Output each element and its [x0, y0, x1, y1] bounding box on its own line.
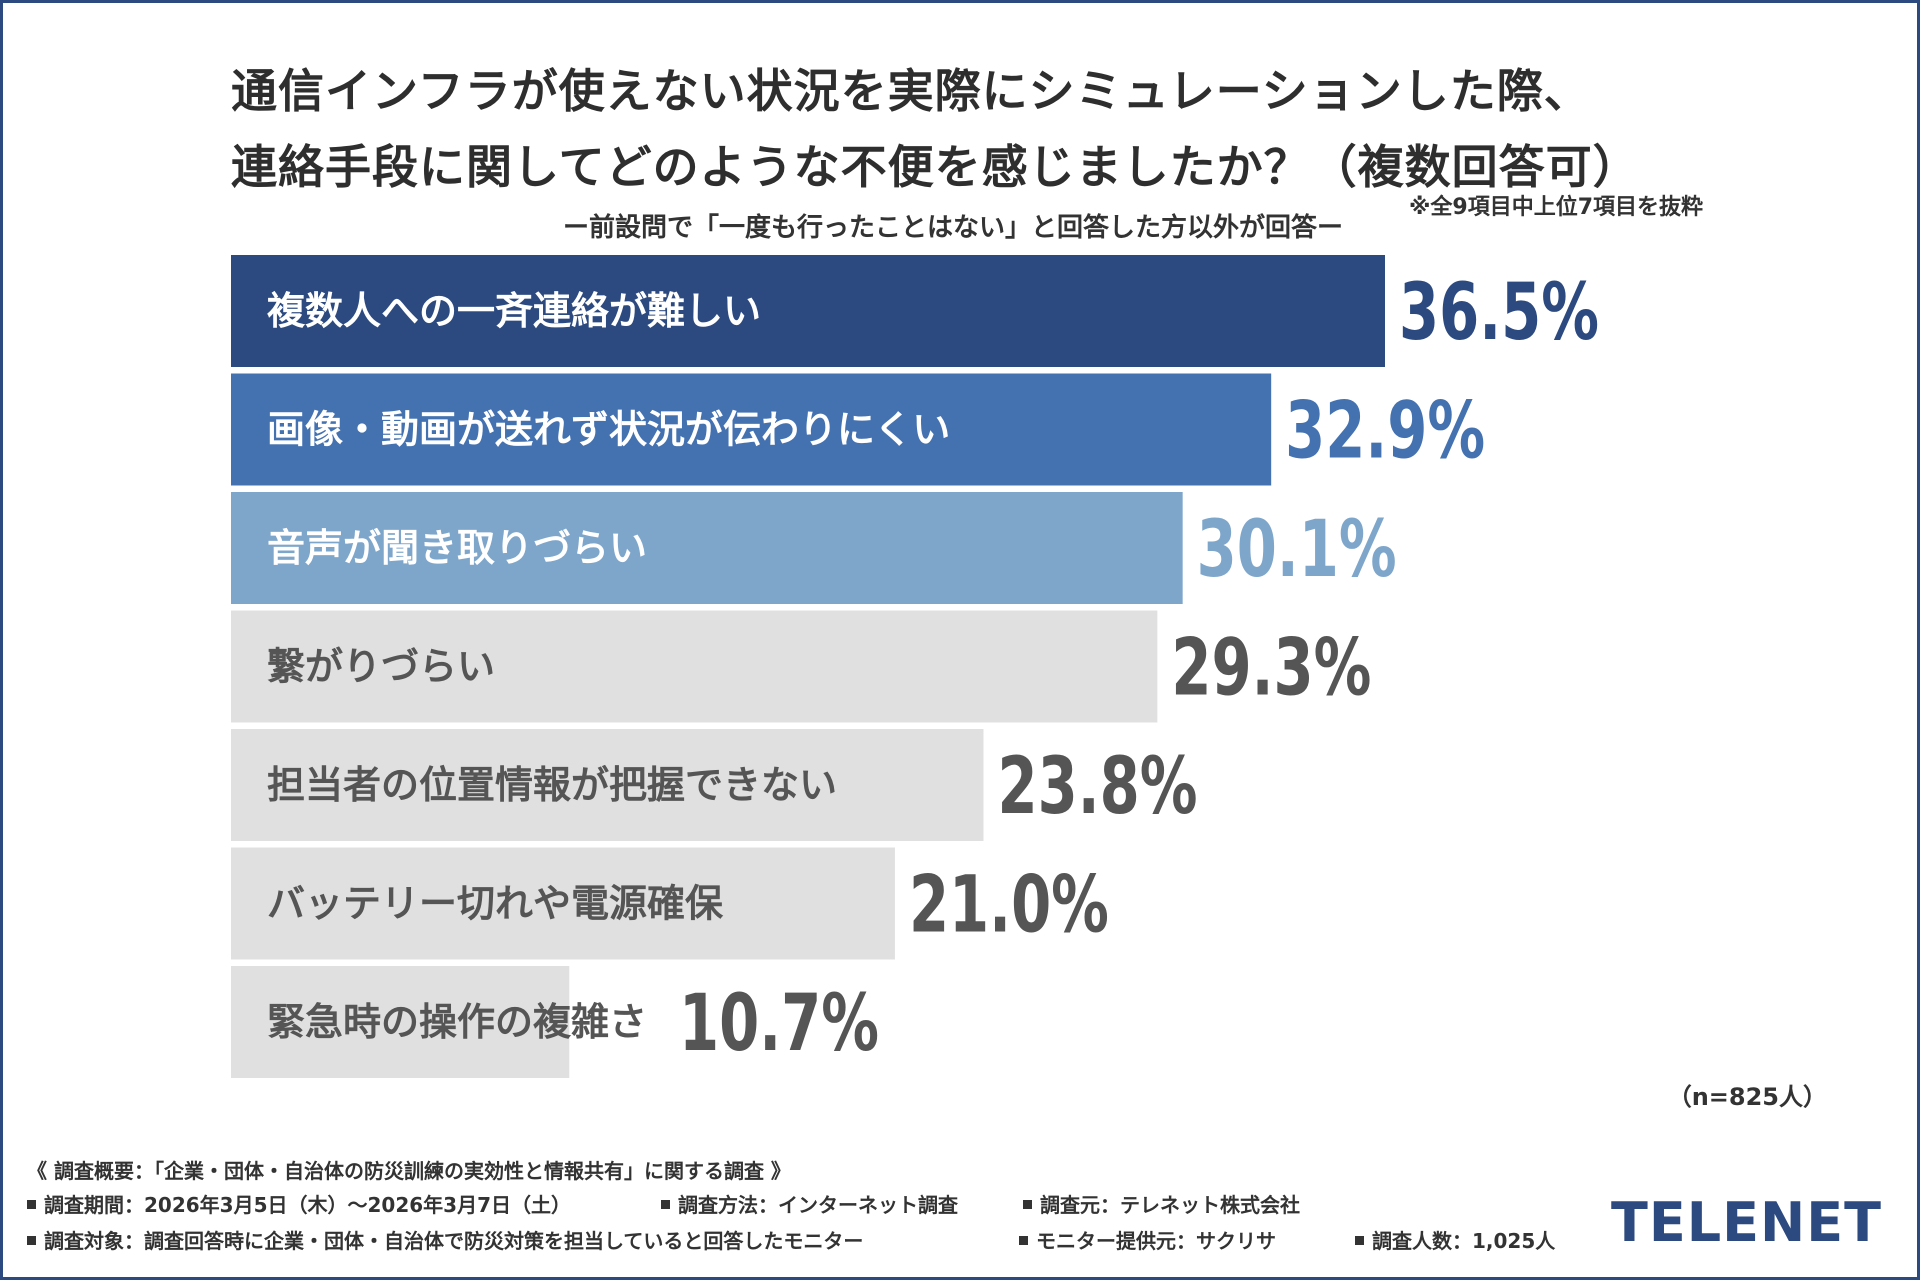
bar-value-label-4: 29.3%: [1171, 624, 1371, 714]
footer-provider-text: モニター提供元：サクリサ: [1036, 1229, 1276, 1253]
bar-chart: 複数人への一斉連絡が難しい 36.5% 画像・動画が送れず状況が伝わりにくい 32.9…: [231, 255, 1599, 1078]
bar-5: [231, 729, 984, 841]
bar-value-label-6: 21.0%: [909, 861, 1109, 951]
bar-category-label-7: 緊急時の操作の複雑さ: [267, 1000, 647, 1044]
chart-subtitle: ー前設問で「一度も行ったことはない」と回答した方以外が回答ー: [563, 213, 1344, 243]
footer-provider: モニター提供元：サクリサ: [1019, 1225, 1276, 1254]
footer-overview: 《 調査概要：「企業・団体・自治体の防災訓練の実効性と情報共有」に関する調査 》: [27, 1159, 791, 1183]
bar-category-label-5: 担当者の位置情報が把握できない: [267, 763, 837, 807]
bullet-square-icon: [1355, 1236, 1364, 1245]
footer-period: 調査期間：2026年3月5日（木）〜2026年3月7日（土）: [27, 1189, 571, 1218]
bullet-square-icon: [661, 1200, 670, 1209]
telenet-logo: TELENET: [1611, 1191, 1882, 1254]
sample-size-label: （n=825人）: [1667, 1083, 1827, 1111]
footer-method: 調査方法：インターネット調査: [661, 1189, 958, 1218]
chart-title-line-2: 連絡手段に関してどのような不便を感じましたか？（複数回答可）: [231, 140, 1640, 194]
bullet-square-icon: [1023, 1200, 1032, 1209]
selection-note: ※全9項目中上位7項目を抜粋: [1409, 195, 1704, 220]
bar-category-label-2: 画像・動画が送れず状況が伝わりにくい: [267, 408, 950, 452]
bar-category-label-6: バッテリー切れや電源確保: [267, 882, 724, 926]
footer-organizer: 調査元：テレネット株式会社: [1023, 1189, 1300, 1218]
footer-count-text: 調査人数：1,025人: [1372, 1229, 1556, 1253]
bar-3: [231, 492, 1183, 604]
bar-category-label-1: 複数人への一斉連絡が難しい: [267, 289, 761, 333]
bullet-square-icon: [27, 1200, 36, 1209]
footer-target: 調査対象：調査回答時に企業・団体・自治体で防災対策を担当していると回答したモニタ…: [27, 1225, 863, 1254]
footer-period-text: 調査期間：2026年3月5日（木）〜2026年3月7日（土）: [44, 1193, 571, 1217]
bar-1: [231, 255, 1385, 367]
bar-2: [231, 373, 1272, 486]
bar-7: [231, 966, 570, 1078]
bar-value-label-2: 32.9%: [1285, 387, 1485, 477]
bar-6: [231, 847, 895, 960]
footer-target-text: 調査対象：調査回答時に企業・団体・自治体で防災対策を担当していると回答したモニタ…: [44, 1229, 864, 1253]
bar-value-label-3: 30.1%: [1197, 505, 1397, 595]
bar-value-label-7: 10.7%: [679, 979, 879, 1069]
chart-title-line-1: 通信インフラが使えない状況を実際にシミュレーションした際、: [231, 64, 1591, 118]
footer-organizer-text: 調査元：テレネット株式会社: [1040, 1193, 1300, 1217]
bar-category-label-4: 繋がりづらい: [267, 645, 495, 689]
bullet-square-icon: [1019, 1236, 1028, 1245]
bullet-square-icon: [27, 1236, 36, 1245]
bar-value-label-5: 23.8%: [997, 742, 1197, 832]
bar-value-label-1: 36.5%: [1399, 268, 1599, 358]
bar-category-label-3: 音声が聞き取りづらい: [267, 526, 647, 570]
bar-4: [231, 610, 1158, 723]
footer-count: 調査人数：1,025人: [1355, 1225, 1555, 1254]
footer-method-text: 調査方法：インターネット調査: [678, 1193, 958, 1217]
